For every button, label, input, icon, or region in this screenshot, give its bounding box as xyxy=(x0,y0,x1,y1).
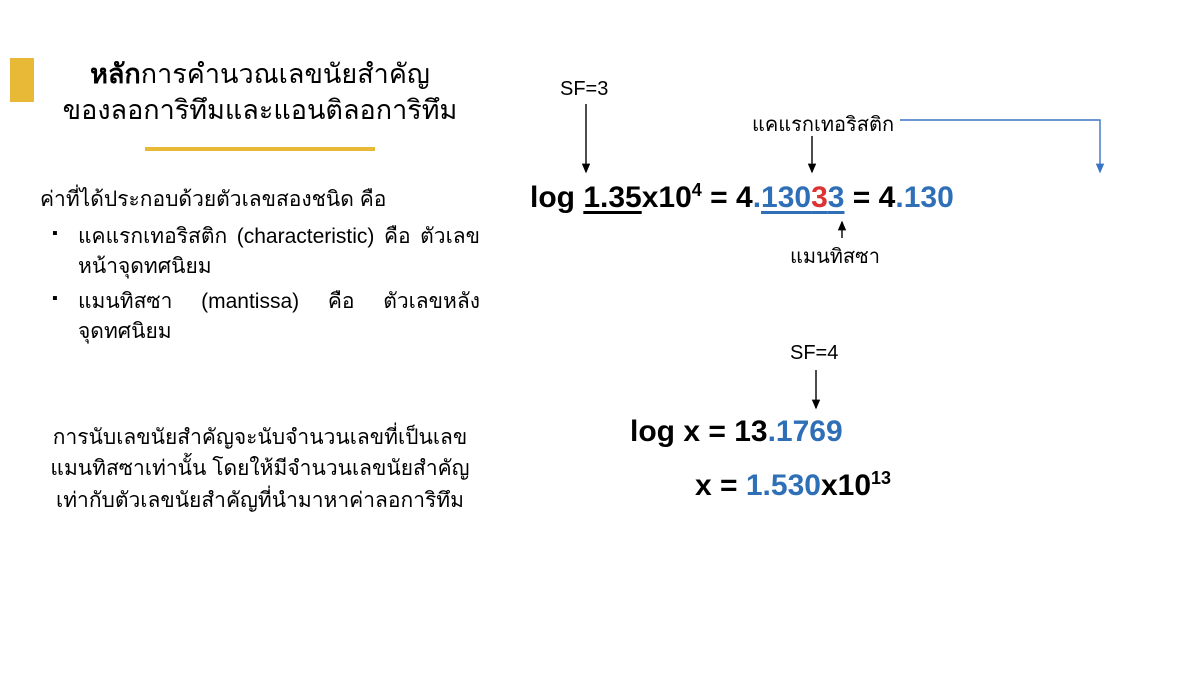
title-underline xyxy=(145,147,375,151)
label-sf3: SF=3 xyxy=(560,78,608,101)
eq1-exp: 4 xyxy=(692,180,702,200)
eq3-lhs: x = xyxy=(695,469,746,502)
label-mantissa: แมนทิสซา xyxy=(790,240,880,272)
title-bold: หลัก xyxy=(90,59,141,89)
eq3-exp: 13 xyxy=(871,468,891,488)
eq1-dot: . xyxy=(753,181,761,214)
title-rest1: การคำนวณเลขนัยสำคัญ xyxy=(141,59,430,89)
eq3-times: x10 xyxy=(821,469,871,502)
eq1-base: 1.35 xyxy=(583,181,641,214)
eq1-times: x10 xyxy=(642,181,692,214)
bullet-item: แมนทิสซา (mantissa) คือ ตัวเลขหลังจุดทศน… xyxy=(48,287,480,348)
bullet-item: แคแรกเทอริสติก (characteristic) คือ ตัวเ… xyxy=(48,222,480,283)
label-characteristic: แคแรกเทอริสติก xyxy=(752,108,894,140)
bullet-list: แคแรกเทอริสติก (characteristic) คือ ตัวเ… xyxy=(40,222,480,348)
eq1-m1: 130 xyxy=(761,181,811,214)
explanation-paragraph: การนับเลขนัยสำคัญจะนับจำนวนเลขที่เป็นเลข… xyxy=(40,422,480,517)
eq1-mantissa-group: 13033 xyxy=(761,181,844,214)
equation-2: log x = 13.1769 xyxy=(630,415,843,449)
eq2-lhs: log x = xyxy=(630,415,734,448)
eq3-coef: 1.530 xyxy=(746,469,821,502)
eq1-r-dot: . xyxy=(895,181,903,214)
eq1-m-red: 3 xyxy=(811,181,828,214)
eq1-r-mant: 130 xyxy=(904,181,954,214)
left-column: หลักการคำนวณเลขนัยสำคัญ ของลอการิทึมและแ… xyxy=(40,56,480,516)
eq2-dot: . xyxy=(768,415,776,448)
eq1-eq: = xyxy=(702,181,736,214)
slide-title: หลักการคำนวณเลขนัยสำคัญ ของลอการิทึมและแ… xyxy=(40,56,480,129)
arrow-blue-right xyxy=(900,120,1100,172)
equation-3: x = 1.530x1013 xyxy=(695,468,891,503)
eq1-eq2: = xyxy=(844,181,878,214)
eq2-int: 13 xyxy=(734,415,767,448)
intro-text: ค่าที่ได้ประกอบด้วยตัวเลขสองชนิด คือ xyxy=(40,183,480,216)
eq1-int: 4 xyxy=(736,181,753,214)
title-line2: ของลอการิทึมและแอนติลอการิทึม xyxy=(63,95,458,125)
accent-bar xyxy=(10,58,34,102)
eq2-mant: 1769 xyxy=(776,415,843,448)
eq1-r-int: 4 xyxy=(879,181,896,214)
eq1-m2: 3 xyxy=(828,181,845,214)
right-column: SF=3 แคแรกเทอริสติก แมนทิสซา SF=4 log 1.… xyxy=(520,70,1180,630)
arrows-overlay xyxy=(520,70,1180,630)
eq1-log: log xyxy=(530,181,583,214)
equation-1: log 1.35x104 = 4.13033 = 4.130 xyxy=(530,180,954,215)
label-sf4: SF=4 xyxy=(790,342,838,365)
